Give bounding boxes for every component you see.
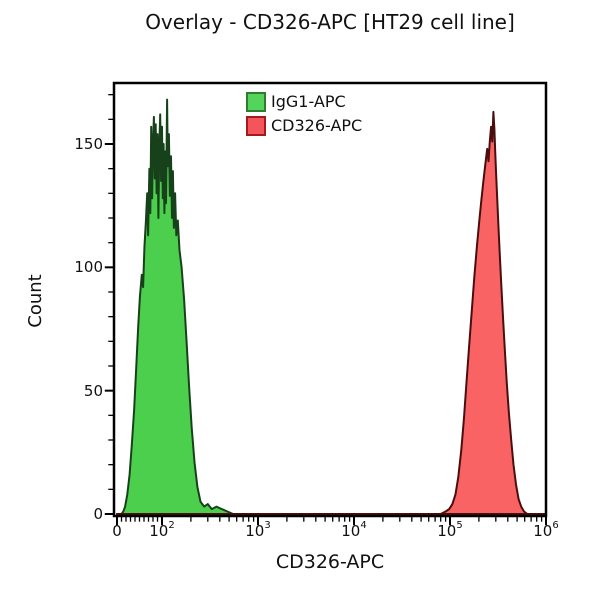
x-tick-label-1e4: 104 <box>341 520 367 540</box>
chart-title: Overlay - CD326-APC [HT29 cell line] <box>145 10 515 34</box>
x-tick-label-1e3: 103 <box>245 520 271 540</box>
x-axis-label: CD326-APC <box>275 551 385 573</box>
y-tick-label-50: 50 <box>83 382 103 400</box>
legend-item-cd326-apc: CD326-APC <box>246 115 362 136</box>
x-tick-label-1e5: 105 <box>437 520 463 540</box>
legend-label: IgG1-APC <box>271 92 346 111</box>
x-tick-label-0: 0 <box>112 522 122 540</box>
legend-swatch-red <box>246 115 266 136</box>
legend: IgG1-APC CD326-APC <box>246 91 362 136</box>
x-tick-label-1e6: 106 <box>533 520 559 540</box>
y-tick-label-100: 100 <box>74 258 103 276</box>
y-tick-label-0: 0 <box>93 505 103 523</box>
legend-label: CD326-APC <box>271 116 363 135</box>
legend-item-igg1-apc: IgG1-APC <box>246 91 362 112</box>
x-tick-label-1e2: 102 <box>149 520 175 540</box>
legend-swatch-green <box>246 91 266 112</box>
y-tick-label-150: 150 <box>74 135 103 153</box>
